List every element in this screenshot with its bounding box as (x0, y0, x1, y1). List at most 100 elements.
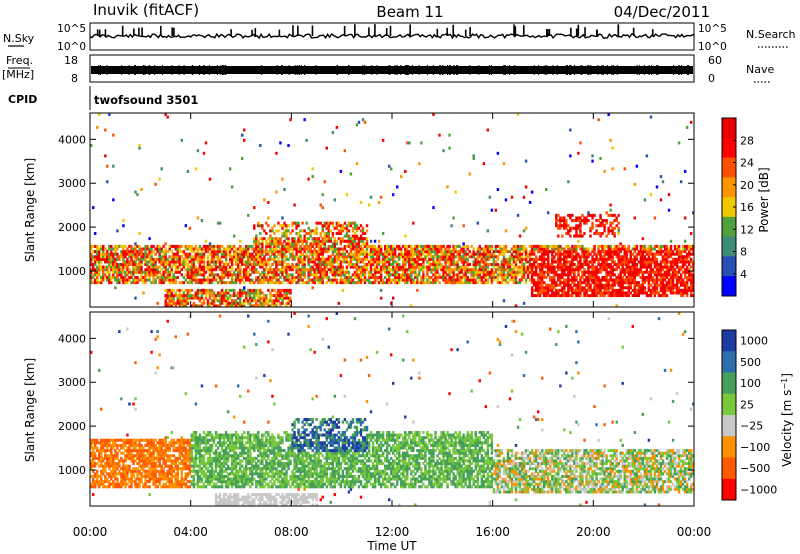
echo-cell (679, 250, 683, 254)
echo-cell (176, 270, 179, 274)
echo-cell (412, 270, 415, 274)
echo-cell (639, 247, 643, 251)
echo-cell (106, 270, 109, 274)
echo-cell (450, 224, 453, 228)
echo-cell (359, 275, 363, 279)
echo-cell (180, 296, 184, 300)
echo-cell (164, 294, 167, 298)
echo-cell (299, 260, 302, 264)
echo-cell (218, 275, 222, 279)
echo-cell (506, 260, 510, 264)
echo-cell (486, 273, 490, 277)
echo-cell (611, 273, 614, 277)
echo-cell (553, 244, 556, 248)
echo-cell (251, 299, 254, 303)
echo-cell (373, 252, 377, 256)
echo-cell (267, 304, 270, 308)
echo-cell (635, 273, 639, 277)
echo-cell (134, 255, 137, 259)
echo-cell (516, 247, 520, 251)
echo-cell (408, 260, 411, 264)
echo-cell (369, 244, 373, 248)
echo-cell (325, 221, 328, 225)
echo-cell (317, 281, 320, 285)
echo-cell (245, 250, 248, 254)
echo-cell (671, 260, 675, 264)
echo-cell (325, 234, 328, 238)
echo-cell (259, 304, 262, 308)
echo-cell (230, 257, 234, 261)
echo-cell (295, 221, 298, 225)
echo-cell (681, 250, 685, 254)
echo-cell (677, 252, 681, 256)
echo-cell (593, 283, 596, 287)
echo-cell (192, 268, 196, 272)
echo-cell (305, 252, 308, 256)
echo-cell (243, 270, 246, 274)
echo-cell (436, 250, 439, 254)
echo-cell (649, 270, 653, 274)
echo-cell (657, 291, 661, 295)
echo-cell (277, 278, 280, 282)
echo-cell (470, 278, 473, 282)
echo-cell (569, 283, 572, 287)
echo-cell (243, 247, 246, 251)
echo-cell (234, 294, 238, 298)
echo-cell (504, 260, 508, 264)
echo-cell (164, 268, 167, 272)
echo-cell (160, 268, 163, 272)
echo-cell (339, 260, 343, 264)
echo-cell (460, 278, 463, 282)
echo-cell (621, 265, 624, 269)
echo-cell (621, 275, 624, 279)
echo-cell (100, 265, 103, 269)
echo-cell (573, 250, 576, 254)
echo-cell (635, 265, 639, 269)
echo-cell (643, 291, 647, 295)
echo-cell (345, 193, 349, 197)
echo-cell (534, 268, 538, 272)
echo-cell (273, 281, 276, 285)
echo-cell (347, 252, 351, 256)
echo-cell (518, 247, 522, 251)
echo-cell (303, 281, 306, 285)
echo-cell (345, 270, 349, 274)
echo-cell (617, 291, 620, 295)
echo-cell (216, 275, 220, 279)
echo-cell (259, 250, 262, 254)
echo-cell (331, 273, 335, 277)
echo-cell (591, 216, 594, 220)
echo-cell (323, 231, 326, 235)
echo-cell (597, 219, 600, 223)
echo-cell (212, 301, 216, 305)
echo-cell (392, 268, 395, 272)
echo-cell (202, 291, 206, 295)
echo-cell (587, 260, 590, 264)
echo-cell (398, 247, 401, 251)
echo-cell (575, 255, 578, 259)
echo-cell (597, 244, 600, 248)
echo-cell (168, 260, 171, 264)
echo-cell (444, 268, 447, 272)
echo-cell (534, 281, 538, 285)
echo-cell (633, 283, 637, 287)
echo-cell (687, 275, 691, 279)
echo-cell (665, 268, 669, 272)
echo-cell (563, 252, 566, 256)
echo-cell (369, 247, 373, 251)
echo-cell (410, 278, 413, 282)
echo-cell (458, 270, 461, 274)
echo-cell (138, 265, 141, 269)
echo-cell (649, 268, 653, 272)
echo-cell (130, 252, 133, 256)
echo-cell (184, 263, 188, 267)
echo-cell (404, 260, 407, 264)
echo-cell (611, 283, 614, 287)
echo-cell (170, 265, 173, 269)
echo-cell (661, 283, 665, 287)
echo-cell (575, 219, 578, 223)
echo-cell (607, 283, 610, 287)
echo-cell (563, 216, 566, 220)
echo-cell (649, 244, 653, 248)
echo-cell (283, 188, 286, 191)
